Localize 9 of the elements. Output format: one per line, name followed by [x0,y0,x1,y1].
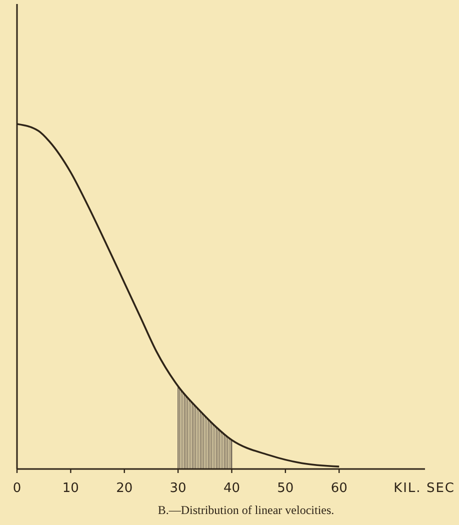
x-tick-label: 20 [116,481,133,496]
x-tick-label: 50 [277,481,294,496]
text: B.—Distribution of linear velocities. [158,503,334,517]
x-tick-label: 30 [170,481,186,496]
x-axis-title: KIL. SEC [394,481,455,496]
x-tick-label: 10 [62,481,79,496]
x-tick-label: 60 [330,481,348,496]
x-tick-label: 40 [223,481,240,496]
x-tick-label: 0 [12,481,22,496]
